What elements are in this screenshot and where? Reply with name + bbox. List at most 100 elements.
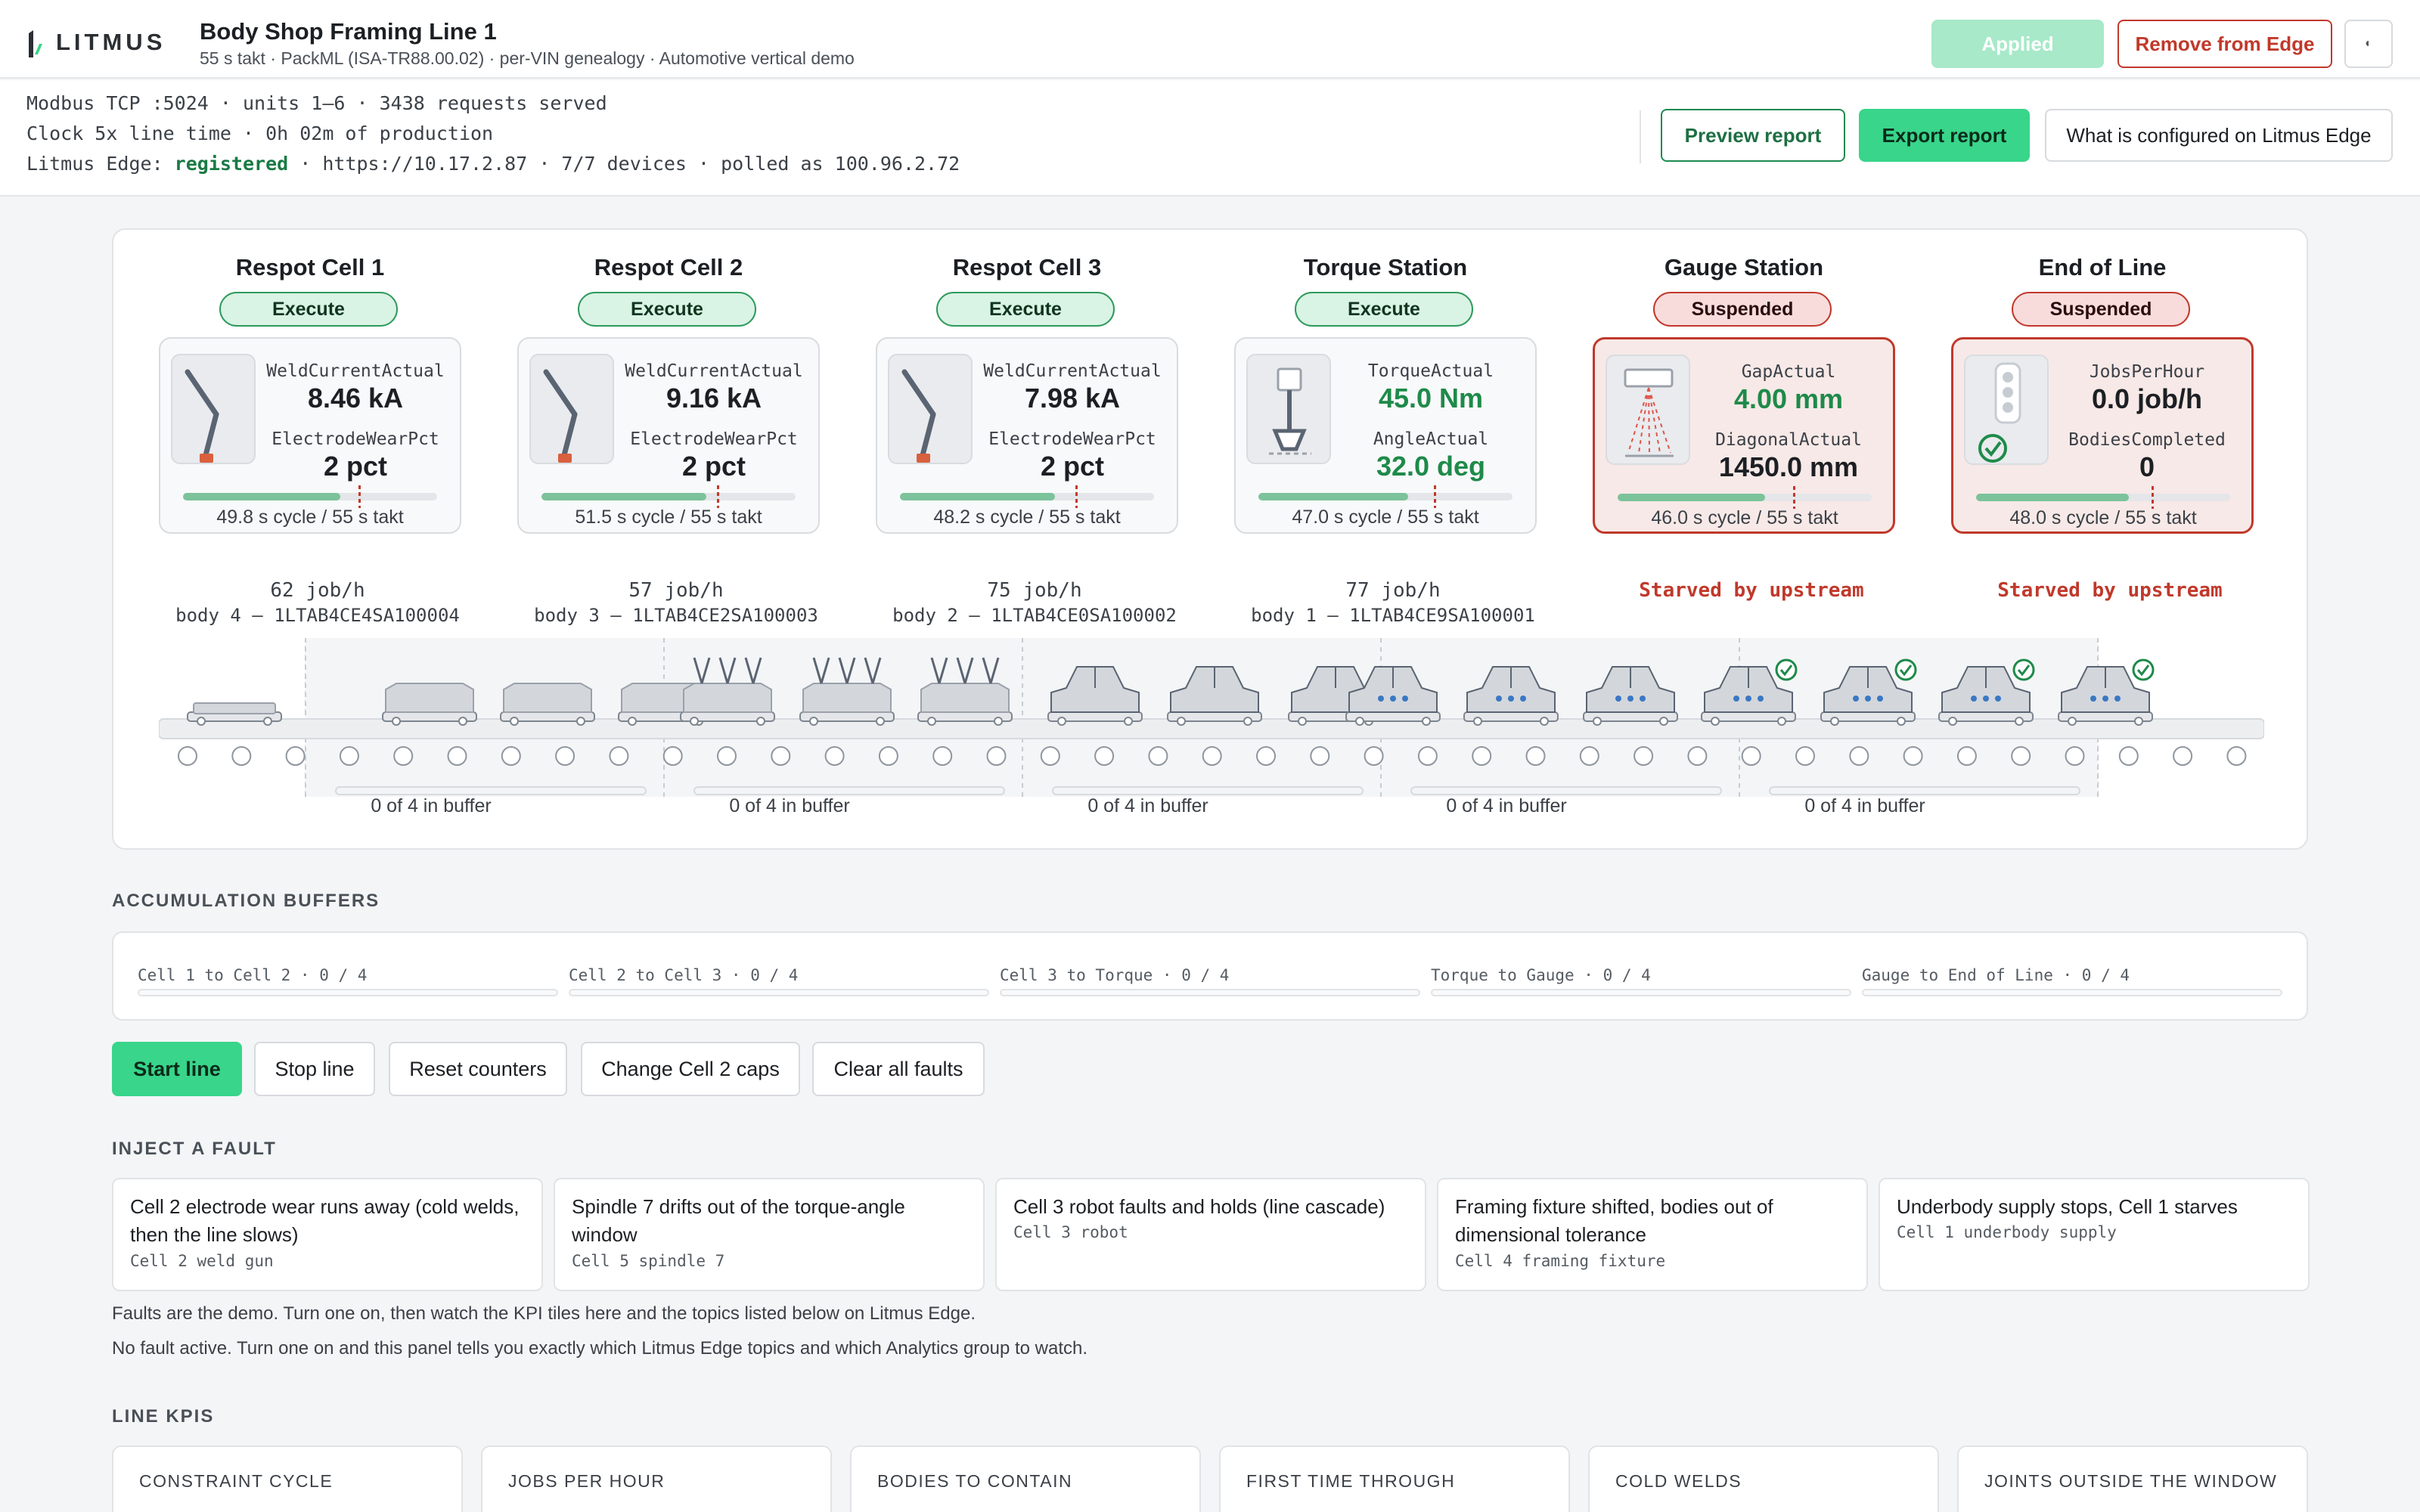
station-3[interactable]: Respot Cell 3 Execute WeldCurrentActual 7.9… bbox=[876, 230, 1193, 653]
change-cell2-caps-button[interactable]: Change Cell 2 caps bbox=[581, 1042, 800, 1096]
weld-gun bbox=[982, 657, 992, 684]
kpi-label: COLD WELDS bbox=[1615, 1471, 1742, 1491]
car-body bbox=[1941, 666, 2031, 713]
skid-wheel bbox=[1711, 717, 1720, 726]
edge-configuration-button[interactable]: What is configured on Litmus Edge bbox=[2045, 109, 2393, 162]
robot-arm-icon bbox=[171, 354, 256, 464]
framed-body bbox=[802, 683, 892, 713]
conveyor-roller bbox=[1472, 746, 1492, 766]
fault-card[interactable]: Framing fixture shifted, bodies out of d… bbox=[1437, 1178, 1868, 1291]
station-4[interactable]: Torque Station Execute TorqueActual 45.0 Nm… bbox=[1234, 230, 1552, 653]
station-kpi-card[interactable]: WeldCurrentActual 8.46 kA ElectrodeWearPct… bbox=[159, 337, 461, 534]
station-rate: 62 job/h bbox=[270, 579, 365, 602]
applied-button[interactable]: Applied bbox=[1931, 20, 2104, 68]
metric-2-label: ElectrodeWearPct bbox=[271, 429, 439, 449]
station-kpi-card[interactable]: JobsPerHour 0.0 job/h BodiesCompleted 0 48.0… bbox=[1951, 337, 2254, 534]
skid-wheel bbox=[628, 717, 637, 726]
conveyor-roller bbox=[339, 746, 359, 766]
station-body-vin: body 3 — 1LTAB4CE2SA100003 bbox=[534, 605, 818, 626]
conveyor-roller bbox=[1956, 746, 1977, 766]
accumulation-buffer: Cell 3 to Torque · 0 / 4 bbox=[1000, 966, 1420, 996]
start-line-button[interactable]: Start line bbox=[112, 1042, 242, 1096]
reset-counters-button[interactable]: Reset counters bbox=[389, 1042, 567, 1096]
skid-wheel bbox=[392, 717, 401, 726]
weld-gun bbox=[864, 657, 874, 684]
buffer-fill-bar bbox=[1431, 989, 1851, 996]
check-icon bbox=[2136, 665, 2150, 677]
fault-card[interactable]: Spindle 7 drifts out of the torque-angle… bbox=[554, 1178, 985, 1291]
station-6[interactable]: End of Line Suspended JobsPerHour 0.0 job/h… bbox=[1951, 230, 2269, 653]
station-2[interactable]: Respot Cell 2 Execute WeldCurrentActual 9.1… bbox=[517, 230, 835, 653]
car-body bbox=[1704, 666, 1793, 713]
weld-dot bbox=[1390, 696, 1396, 702]
station-kpi-card[interactable]: WeldCurrentActual 9.16 kA ElectrodeWearPct… bbox=[517, 337, 820, 534]
line-buffer-count: 0 of 4 in buffer bbox=[1087, 795, 1208, 816]
conveyor-roller bbox=[1687, 746, 1708, 766]
weld-dot bbox=[1496, 696, 1502, 702]
line-buffer-count: 0 of 4 in buffer bbox=[1804, 795, 1925, 816]
fault-title: Framing fixture shifted, bodies out of d… bbox=[1455, 1195, 1773, 1246]
kpi-tile: BODIES TO CONTAIN bbox=[850, 1445, 1201, 1512]
station-kpi-card[interactable]: TorqueActual 45.0 Nm AngleActual 32.0 deg 47… bbox=[1234, 337, 1537, 534]
metric-1-label: GapActual bbox=[1741, 362, 1836, 382]
metric-2-value: 1450.0 mm bbox=[1718, 451, 1859, 482]
weld-dot bbox=[1853, 696, 1859, 702]
litmus-edge-status: Litmus Edge: registered · https://10.17.… bbox=[26, 153, 960, 175]
weld-gun bbox=[820, 657, 830, 684]
conveyor-roller bbox=[178, 746, 197, 766]
station-name: End of Line bbox=[2038, 254, 2167, 280]
station-kpi-card[interactable]: WeldCurrentActual 7.98 kA ElectrodeWearPct… bbox=[876, 337, 1178, 534]
buffer-label: Cell 1 to Cell 2 · 0 / 4 bbox=[138, 966, 368, 984]
accumulation-buffer: Cell 2 to Cell 3 · 0 / 4 bbox=[569, 966, 989, 996]
weld-dot bbox=[1402, 696, 1408, 702]
skid-wheel bbox=[1593, 717, 1602, 726]
fault-source: Cell 5 spindle 7 bbox=[572, 1252, 725, 1270]
line-overview-panel: Respot Cell 1 Execute WeldCurrentActual 8.4… bbox=[112, 228, 2308, 850]
buffer-label: Gauge to End of Line · 0 / 4 bbox=[1862, 966, 2130, 984]
stop-line-button[interactable]: Stop line bbox=[254, 1042, 375, 1096]
modbus-status: Modbus TCP :5024 · units 1–6 · 3438 requ… bbox=[26, 92, 607, 114]
skid-wheel bbox=[1897, 717, 1906, 726]
line-buffer-count: 0 of 4 in buffer bbox=[1446, 795, 1567, 816]
fault-card[interactable]: Cell 2 electrode wear runs away (cold we… bbox=[112, 1178, 543, 1291]
skid-wheel bbox=[197, 717, 206, 726]
metric-1-label: JobsPerHour bbox=[2089, 362, 2205, 382]
weld-gun bbox=[838, 657, 849, 684]
station-kpi-card[interactable]: GapActual 4.00 mm DiagonalActual 1450.0 mm 4… bbox=[1593, 337, 1895, 534]
weld-dot bbox=[1640, 696, 1646, 702]
station-rate: Starved by upstream bbox=[1997, 579, 2223, 602]
metric-1-value: 45.0 Nm bbox=[1378, 383, 1484, 414]
fault-card[interactable]: Underbody supply stops, Cell 1 starves Ce… bbox=[1879, 1178, 2310, 1291]
preview-report-button[interactable]: Preview report bbox=[1661, 109, 1845, 162]
buffer-label: Cell 2 to Cell 3 · 0 / 4 bbox=[569, 966, 799, 984]
cycle-vs-takt: 48.2 s cycle / 55 s takt bbox=[933, 507, 1121, 528]
skid-wheel bbox=[1777, 717, 1786, 726]
conveyor-roller bbox=[1094, 746, 1115, 766]
accumulation-buffer: Gauge to End of Line · 0 / 4 bbox=[1862, 966, 2282, 996]
check-icon bbox=[1775, 658, 1798, 681]
conveyor-roller bbox=[1040, 746, 1060, 766]
skid-wheel bbox=[756, 717, 765, 726]
weld-gun bbox=[963, 657, 974, 684]
export-report-button[interactable]: Export report bbox=[1859, 109, 2030, 162]
metric-1-value: 8.46 kA bbox=[307, 383, 404, 414]
station-name: Gauge Station bbox=[1664, 254, 1824, 280]
conveyor-roller bbox=[1202, 746, 1222, 766]
cycle-progress-bar bbox=[900, 485, 1154, 508]
cycle-progress-bar bbox=[1618, 486, 1872, 509]
clear-faults-button[interactable]: Clear all faults bbox=[812, 1042, 985, 1096]
car-body bbox=[1466, 666, 1556, 713]
station-1[interactable]: Respot Cell 1 Execute WeldCurrentActual 8.4… bbox=[159, 230, 476, 653]
skid-wheel bbox=[2068, 717, 2077, 726]
remove-from-edge-button[interactable]: Remove from Edge bbox=[2118, 20, 2332, 68]
theme-toggle-button[interactable]: ◐ bbox=[2344, 20, 2393, 68]
conveyor-roller bbox=[1634, 746, 1654, 766]
weld-dot bbox=[1995, 696, 2001, 702]
metric-1-value: 4.00 mm bbox=[1733, 383, 1844, 414]
fault-card[interactable]: Cell 3 robot faults and holds (line casc… bbox=[995, 1178, 1426, 1291]
weld-dot bbox=[1745, 696, 1751, 702]
station-5[interactable]: Gauge Station Suspended GapActual 4.00 mm Di… bbox=[1593, 230, 1910, 653]
station-name: Torque Station bbox=[1303, 254, 1468, 280]
line-buffer-count: 0 of 4 in buffer bbox=[371, 795, 492, 816]
conveyor-roller bbox=[662, 746, 683, 766]
